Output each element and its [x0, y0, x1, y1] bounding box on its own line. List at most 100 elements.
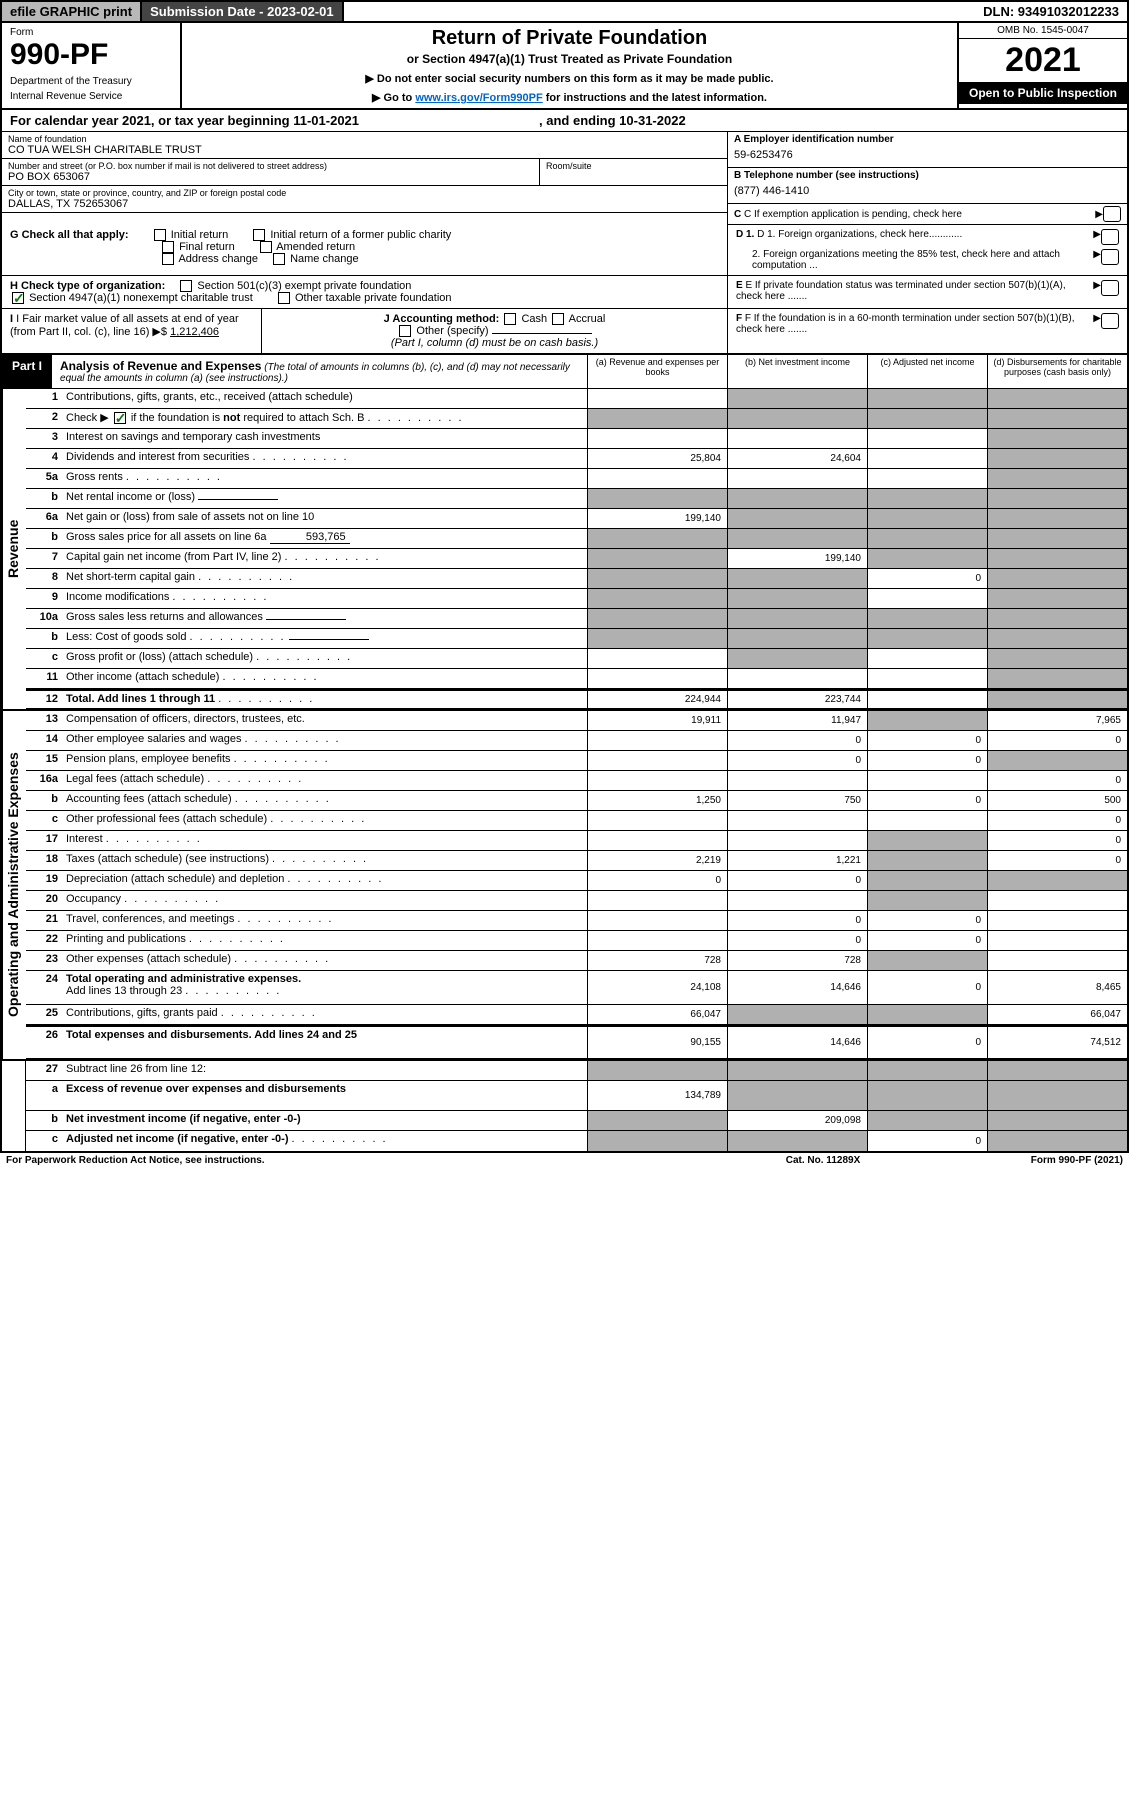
name-change-checkbox[interactable] [273, 253, 285, 265]
part1-title: Analysis of Revenue and Expenses (The to… [52, 355, 587, 388]
4947a1-checkbox[interactable] [12, 292, 24, 304]
line-10b: bLess: Cost of goods sold [26, 629, 1127, 649]
h-label: H Check type of organization: [10, 280, 165, 292]
revenue-side-label: Revenue [2, 389, 26, 709]
form-header: Form 990-PF Department of the Treasury I… [0, 23, 1129, 110]
form-subtitle: or Section 4947(a)(1) Trust Treated as P… [190, 52, 949, 66]
line-26: 26Total expenses and disbursements. Add … [26, 1025, 1127, 1059]
line-6a: 6aNet gain or (loss) from sale of assets… [26, 509, 1127, 529]
col-c-header: (c) Adjusted net income [867, 355, 987, 388]
accrual-checkbox[interactable] [552, 313, 564, 325]
line-19: 19Depreciation (attach schedule) and dep… [26, 871, 1127, 891]
col-a-header: (a) Revenue and expenses per books [587, 355, 727, 388]
60month-checkbox[interactable] [1101, 313, 1119, 329]
paperwork-notice: For Paperwork Reduction Act Notice, see … [6, 1155, 723, 1166]
final-return-checkbox[interactable] [162, 241, 174, 253]
efile-label: efile GRAPHIC print [2, 2, 142, 21]
col-b-header: (b) Net investment income [727, 355, 867, 388]
calendar-end: , and ending 10-31-2022 [539, 113, 686, 128]
initial-former-checkbox[interactable] [253, 229, 265, 241]
part1-label: Part I [2, 355, 52, 388]
line-18: 18Taxes (attach schedule) (see instructi… [26, 851, 1127, 871]
line-3: 3Interest on savings and temporary cash … [26, 429, 1127, 449]
submission-date: Submission Date - 2023-02-01 [142, 2, 344, 21]
dept-treasury: Department of the Treasury [10, 76, 172, 87]
section-h: H Check type of organization: Section 50… [0, 276, 1129, 309]
line-2: 2Check ▶ if the foundation is not requir… [26, 409, 1127, 429]
footer: For Paperwork Reduction Act Notice, see … [0, 1153, 1129, 1168]
header-right: OMB No. 1545-0047 2021 Open to Public In… [957, 23, 1127, 108]
exemption-checkbox[interactable] [1103, 206, 1121, 222]
address-cell: Number and street (or P.O. box number if… [2, 159, 540, 186]
foundation-name-cell: Name of foundation CO TUA WELSH CHARITAB… [2, 132, 727, 159]
status-terminated-checkbox[interactable] [1101, 280, 1119, 296]
expenses-side-label: Operating and Administrative Expenses [2, 711, 26, 1059]
city-cell: City or town, state or province, country… [2, 186, 727, 213]
501c3-checkbox[interactable] [180, 280, 192, 292]
cash-checkbox[interactable] [504, 313, 516, 325]
fmv-cell: I I Fair market value of all assets at e… [2, 309, 262, 353]
line-16c: cOther professional fees (attach schedul… [26, 811, 1127, 831]
spacer [344, 10, 976, 14]
line-15: 15Pension plans, employee benefits 00 [26, 751, 1127, 771]
foreign-85-checkbox[interactable] [1101, 249, 1119, 265]
line-4: 4Dividends and interest from securities … [26, 449, 1127, 469]
line-10c: cGross profit or (loss) (attach schedule… [26, 649, 1127, 669]
line-10a: 10aGross sales less returns and allowanc… [26, 609, 1127, 629]
tax-year: 2021 [959, 39, 1127, 82]
line-14: 14Other employee salaries and wages 000 [26, 731, 1127, 751]
col-d-header: (d) Disbursements for charitable purpose… [987, 355, 1127, 388]
ein-cell: A Employer identification number 59-6253… [728, 132, 1127, 168]
amended-return-checkbox[interactable] [260, 241, 272, 253]
line-5b: bNet rental income or (loss) [26, 489, 1127, 509]
line-9: 9Income modifications [26, 589, 1127, 609]
foreign-org-checkbox[interactable] [1101, 229, 1119, 245]
info-grid: Name of foundation CO TUA WELSH CHARITAB… [0, 132, 1129, 225]
dept-irs: Internal Revenue Service [10, 91, 172, 102]
line-27-section: 27Subtract line 26 from line 12: aExcess… [0, 1059, 1129, 1153]
line-11: 11Other income (attach schedule) [26, 669, 1127, 689]
open-public-label: Open to Public Inspection [959, 82, 1127, 104]
line-12: 12Total. Add lines 1 through 11 224,9442… [26, 689, 1127, 709]
calendar-year-row: For calendar year 2021, or tax year begi… [0, 110, 1129, 132]
calendar-begin: For calendar year 2021, or tax year begi… [10, 113, 359, 128]
header-center: Return of Private Foundation or Section … [182, 23, 957, 108]
top-bar: efile GRAPHIC print Submission Date - 20… [0, 0, 1129, 23]
section-g: G Check all that apply: Initial return I… [0, 225, 1129, 276]
room-cell: Room/suite [540, 159, 727, 186]
other-taxable-checkbox[interactable] [278, 292, 290, 304]
line-16a: 16aLegal fees (attach schedule) 0 [26, 771, 1127, 791]
cat-no: Cat. No. 11289X [723, 1155, 923, 1166]
line-16b: bAccounting fees (attach schedule) 1,250… [26, 791, 1127, 811]
accounting-method: J Accounting method: Cash Accrual Other … [262, 309, 727, 353]
line-27b: bNet investment income (if negative, ent… [26, 1111, 1127, 1131]
section-ij: I I Fair market value of all assets at e… [0, 309, 1129, 355]
line-23: 23Other expenses (attach schedule) 72872… [26, 951, 1127, 971]
line-1: 1Contributions, gifts, grants, etc., rec… [26, 389, 1127, 409]
irs-link[interactable]: www.irs.gov/Form990PF [415, 92, 542, 104]
line-21: 21Travel, conferences, and meetings 00 [26, 911, 1127, 931]
line-27a: aExcess of revenue over expenses and dis… [26, 1081, 1127, 1111]
address-change-checkbox[interactable] [162, 253, 174, 265]
exemption-cell: C C If exemption application is pending,… [728, 204, 1127, 225]
part1-header: Part I Analysis of Revenue and Expenses … [0, 355, 1129, 389]
line-17: 17Interest 0 [26, 831, 1127, 851]
line-25: 25Contributions, gifts, grants paid 66,0… [26, 1005, 1127, 1025]
instr-link: ▶ Go to www.irs.gov/Form990PF for instru… [190, 91, 949, 104]
header-left: Form 990-PF Department of the Treasury I… [2, 23, 182, 108]
line-20: 20Occupancy [26, 891, 1127, 911]
schb-checkbox[interactable] [114, 412, 126, 424]
expenses-table: Operating and Administrative Expenses 13… [0, 709, 1129, 1059]
revenue-table: Revenue 1Contributions, gifts, grants, e… [0, 389, 1129, 709]
line-27: 27Subtract line 26 from line 12: [26, 1061, 1127, 1081]
line-24: 24Total operating and administrative exp… [26, 971, 1127, 1005]
initial-return-checkbox[interactable] [154, 229, 166, 241]
line-7: 7Capital gain net income (from Part IV, … [26, 549, 1127, 569]
instr-ssn: ▶ Do not enter social security numbers o… [190, 72, 949, 85]
dln-label: DLN: 93491032012233 [975, 2, 1127, 21]
form-label: Form [10, 27, 172, 38]
phone-cell: B Telephone number (see instructions) (8… [728, 168, 1127, 204]
other-method-checkbox[interactable] [399, 325, 411, 337]
form-title: Return of Private Foundation [190, 27, 949, 50]
line-5a: 5aGross rents [26, 469, 1127, 489]
